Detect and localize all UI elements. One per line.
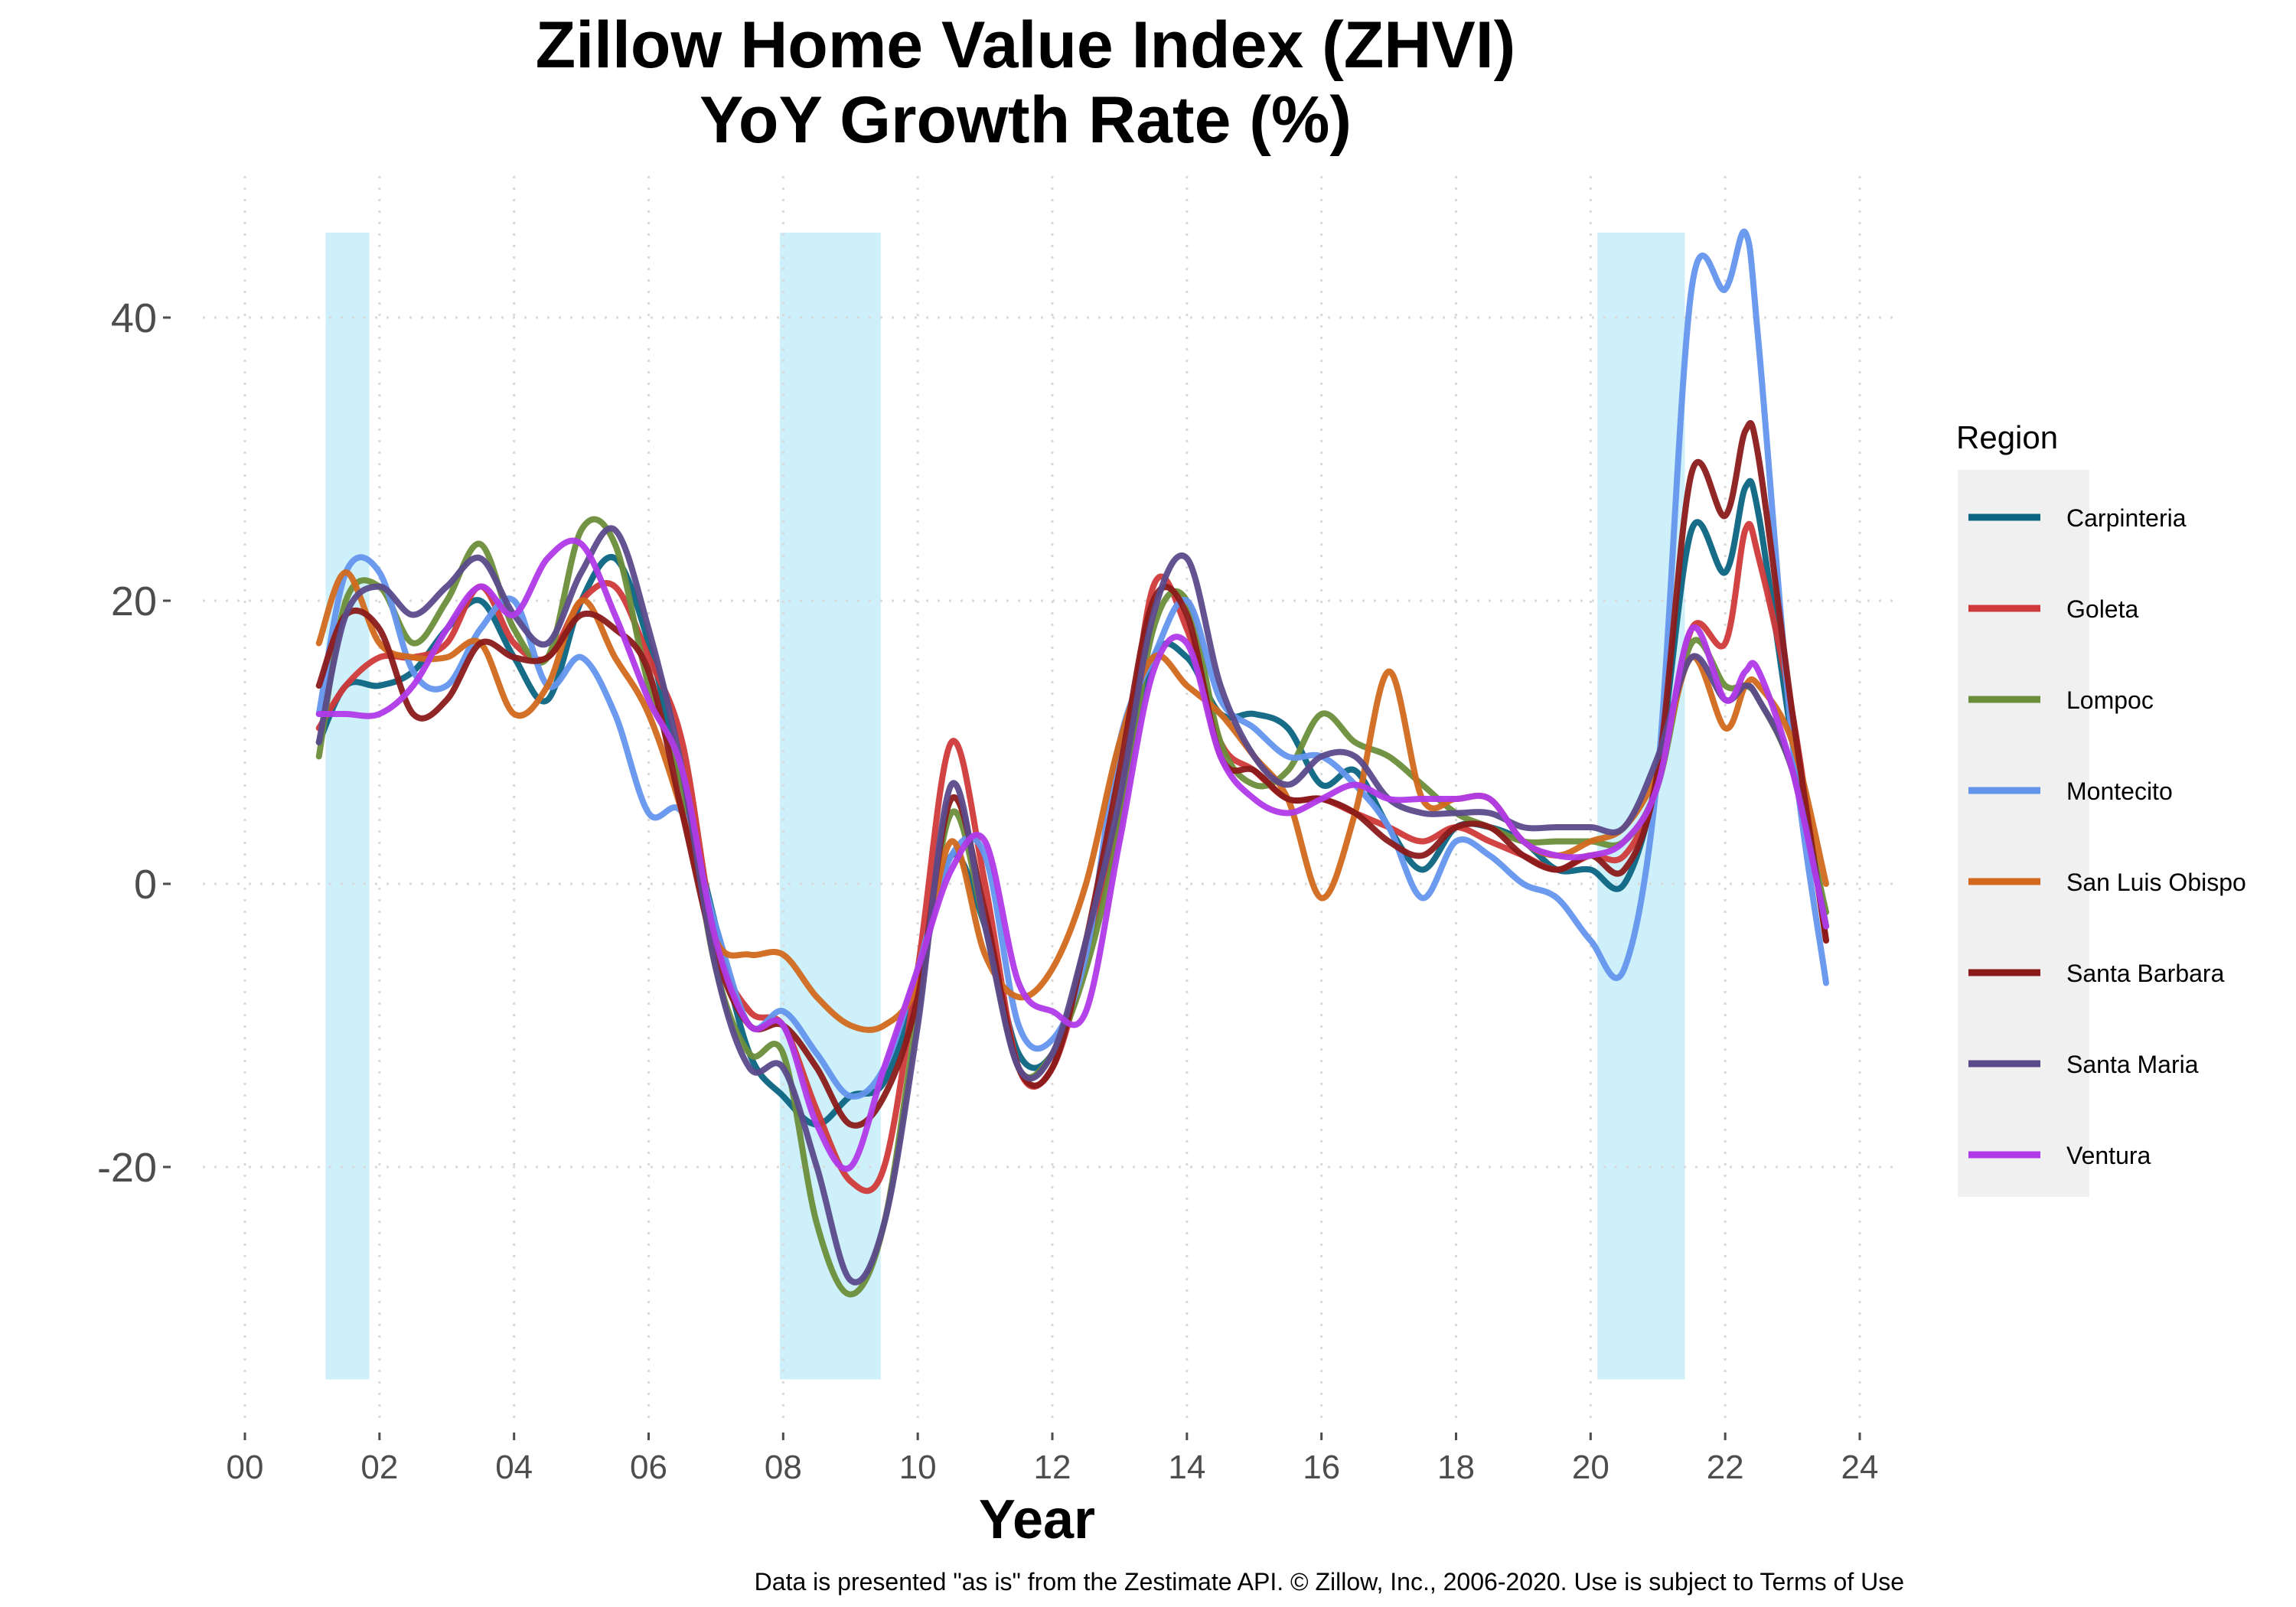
y-axis: -20 0 20 40 [97,295,171,1191]
x-tick-label: 16 [1303,1449,1340,1486]
legend-label-santa-barbara: Santa Barbara [2066,960,2225,987]
x-tick-label: 22 [1707,1449,1744,1486]
legend-label-carpinteria: Carpinteria [2066,504,2187,532]
x-tick-label: 00 [227,1449,264,1486]
y-tick-label: 0 [134,862,157,908]
chart-title: Zillow Home Value Index (ZHVI) [536,8,1516,82]
x-axis: 00 02 04 06 08 10 12 14 16 18 20 22 24 [227,1433,1879,1486]
x-tick-label: 08 [765,1449,802,1486]
x-tick-label: 20 [1572,1449,1609,1486]
x-tick-label: 12 [1034,1449,1071,1486]
x-tick-label: 02 [360,1449,398,1486]
series-line-santa-maria [315,525,1829,1286]
series-lines [315,228,1829,1298]
x-tick-label: 14 [1168,1449,1205,1486]
x-tick-label: 10 [899,1449,937,1486]
recession-band-1 [325,233,370,1380]
legend-title: Region [1956,419,2058,455]
series-line-san-luis-obispo [315,569,1829,1033]
series-line-ventura [315,537,1829,1172]
chart-caption: Data is presented "as is" from the Zesti… [755,1568,1904,1596]
legend-label-san-luis-obispo: San Luis Obispo [2066,869,2246,896]
recession-shading [325,233,1685,1380]
x-tick-label: 24 [1841,1449,1879,1486]
x-tick-label: 04 [495,1449,533,1486]
legend: Region Carpinteria Goleta Lompoc Montecito S… [1956,419,2246,1197]
y-tick-label: 40 [111,295,157,341]
legend-label-lompoc: Lompoc [2066,686,2154,714]
legend-label-ventura: Ventura [2066,1142,2151,1169]
legend-label-montecito: Montecito [2066,777,2173,805]
legend-label-santa-maria: Santa Maria [2066,1051,2199,1078]
legend-label-goleta: Goleta [2066,595,2138,623]
x-tick-label: 18 [1437,1449,1475,1486]
x-tick-label: 06 [630,1449,667,1486]
legend-background [1958,470,2089,1197]
x-axis-label: Year [979,1489,1095,1550]
chart-subtitle: YoY Growth Rate (%) [700,83,1352,157]
y-tick-label: -20 [97,1145,157,1191]
grid-lines [203,176,1902,1423]
y-tick-label: 20 [111,579,157,624]
